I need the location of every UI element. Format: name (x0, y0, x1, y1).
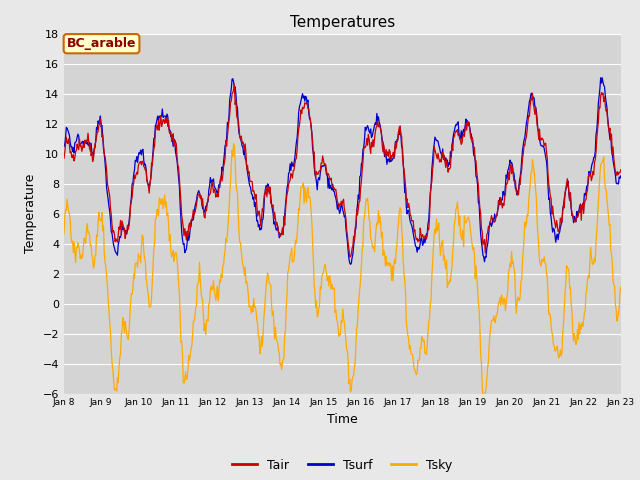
Legend: Tair, Tsurf, Tsky: Tair, Tsurf, Tsky (227, 454, 458, 477)
X-axis label: Time: Time (327, 413, 358, 426)
Title: Temperatures: Temperatures (290, 15, 395, 30)
Text: BC_arable: BC_arable (67, 37, 136, 50)
Y-axis label: Temperature: Temperature (24, 174, 37, 253)
